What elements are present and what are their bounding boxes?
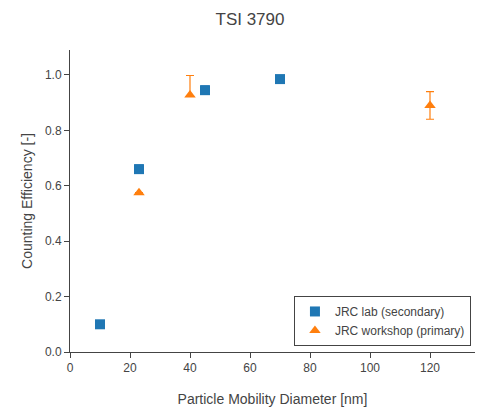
svg-text:0.2: 0.2 — [45, 290, 62, 304]
svg-text:JRC workshop (primary): JRC workshop (primary) — [335, 324, 464, 338]
svg-text:Particle Mobility Diameter [nm: Particle Mobility Diameter [nm] — [178, 391, 368, 407]
svg-text:40: 40 — [183, 361, 197, 375]
svg-text:120: 120 — [420, 361, 440, 375]
svg-text:60: 60 — [243, 361, 257, 375]
svg-text:0.6: 0.6 — [45, 179, 62, 193]
svg-text:Counting Efficiency [-]: Counting Efficiency [-] — [19, 133, 35, 269]
svg-text:80: 80 — [303, 361, 317, 375]
svg-text:100: 100 — [360, 361, 380, 375]
svg-text:0.8: 0.8 — [45, 124, 62, 138]
svg-text:20: 20 — [123, 361, 137, 375]
svg-text:JRC lab (secondary): JRC lab (secondary) — [335, 305, 444, 319]
svg-text:0: 0 — [67, 361, 74, 375]
svg-text:0.4: 0.4 — [45, 234, 62, 248]
svg-text:0.0: 0.0 — [45, 345, 62, 359]
svg-text:TSI 3790: TSI 3790 — [216, 10, 285, 29]
svg-text:1.0: 1.0 — [45, 68, 62, 82]
